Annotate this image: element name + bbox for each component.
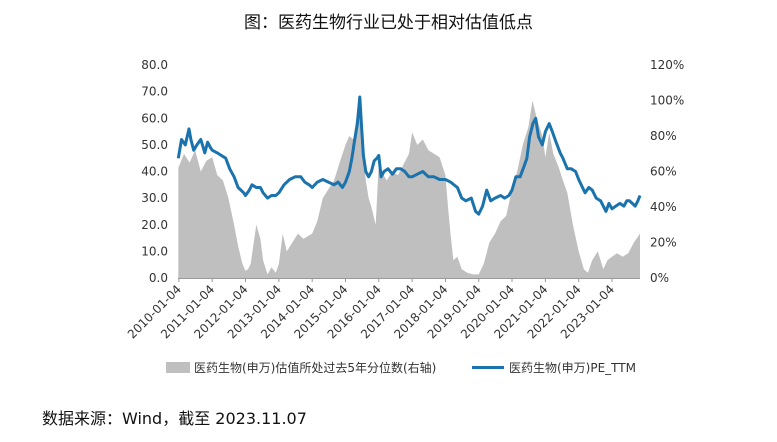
y-left-tick-label: 60.0 [141,111,168,125]
y-left-tick-label: 0.0 [149,271,168,285]
y-right-tick-label: 80% [650,129,677,143]
valuation-percentile-area [178,100,641,278]
y-right-tick-label: 20% [650,236,677,250]
legend-label-line: 医药生物(申万)PE_TTM [509,361,636,375]
y-left-tick-label: 40.0 [141,165,168,179]
y-left-tick-label: 80.0 [141,58,168,72]
y-right-tick-label: 60% [650,165,677,179]
y-right-tick-label: 40% [650,200,677,214]
chart-title: 图：医药生物行业已处于相对估值低点 [244,13,533,33]
chart-canvas: 0.0 10.0 20.0 30.0 40.0 50.0 60.0 70.0 80.0 0% 20%… [125,58,684,375]
pe-ttm-line [176,95,642,216]
legend-swatch-area [166,362,190,373]
legend: 医药生物(申万)估值所处过去5年分位数(右轴) 医药生物(申万)PE_TTM [166,360,636,375]
y-left-tick-label: 50.0 [141,138,168,152]
y-right-tick-label: 0% [650,271,669,285]
y-left-tick-label: 20.0 [141,218,168,232]
line-series-layer [176,95,642,216]
legend-label-area: 医药生物(申万)估值所处过去5年分位数(右轴) [194,360,436,375]
y-right-tick-label: 100% [650,94,684,108]
y-left-tick-label: 70.0 [141,85,168,99]
y-left-tick-label: 10.0 [141,244,168,258]
area-series-layer [178,100,641,278]
source-note: 数据来源：Wind，截至 2023.11.07 [42,409,307,428]
y-right-tick-label: 120% [650,58,684,72]
y-left-tick-label: 30.0 [141,191,168,205]
